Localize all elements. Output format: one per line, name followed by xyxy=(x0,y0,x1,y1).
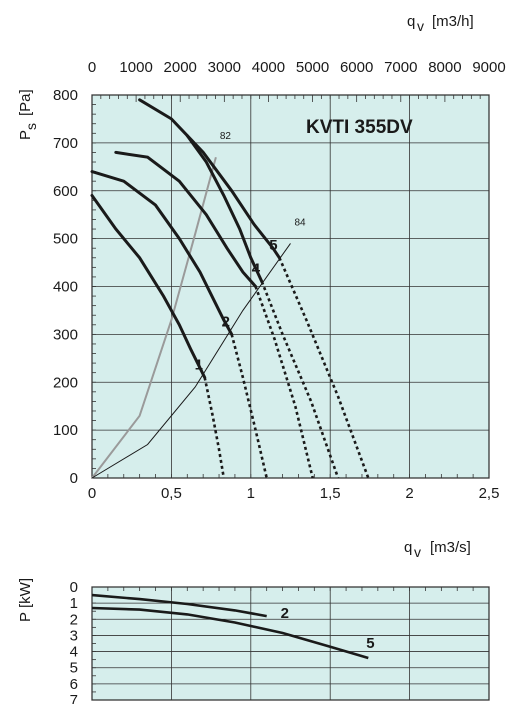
x2-tick-label: 0 xyxy=(88,59,96,76)
x2-tick-label: 2000 xyxy=(164,59,197,76)
fan-curve-3 xyxy=(114,150,258,288)
x2-tick-labels: 0 1000 2000 3000 4000 5000 6000 7000 8000 9000 xyxy=(88,59,506,76)
x-tick-label: 2 xyxy=(405,485,413,502)
top-axis-subscript: v xyxy=(417,18,424,34)
power-y-tick-label: 5 xyxy=(70,660,78,677)
x2-tick-label: 1000 xyxy=(119,59,152,76)
y-tick-label: 600 xyxy=(53,183,78,200)
x-tick-label: 0,5 xyxy=(161,485,182,502)
fan-curve-extension-5 xyxy=(278,257,370,479)
x-tick-label: 0 xyxy=(88,485,96,502)
y-tick-label: 800 xyxy=(53,87,78,104)
fan-curve-extension-4 xyxy=(260,281,340,479)
x2-tick-label: 5000 xyxy=(296,59,329,76)
fan-curve-extension-3 xyxy=(254,286,314,479)
x-axis-unit: [m3/s] xyxy=(430,539,471,556)
top-y-axis-label: P s [Pa] xyxy=(17,89,39,140)
power-axis-unit: [kW] xyxy=(17,578,34,608)
x2-tick-label: 4000 xyxy=(252,59,285,76)
x2-tick-label: 6000 xyxy=(340,59,373,76)
y-tick-label: 700 xyxy=(53,135,78,152)
power-y-tick-label: 6 xyxy=(70,676,78,693)
fan-curve-label: 1 xyxy=(195,356,203,373)
power-y-tick-label: 3 xyxy=(70,627,78,644)
top-axis-symbol: q xyxy=(407,13,415,30)
y-axis-symbol: P xyxy=(17,130,34,140)
power-y-tick-label: 1 xyxy=(70,595,78,612)
fan-curves: 1 2 45 xyxy=(90,98,370,479)
y-tick-label: 300 xyxy=(53,326,78,343)
fan-curve-5 xyxy=(138,98,281,260)
x-tick-labels: 0 0,5 1 1,5 2 2,5 xyxy=(88,485,500,502)
power-y-tick-label: 0 xyxy=(70,579,78,596)
fan-curve-label: 4 xyxy=(252,261,261,278)
y-axis-unit: [Pa] xyxy=(17,89,34,116)
fan-curve-extension-1 xyxy=(203,377,226,479)
power-curve-label: 2 xyxy=(281,605,289,622)
y-tick-label: 200 xyxy=(53,374,78,391)
y-tick-label: 500 xyxy=(53,231,78,248)
top-minor-ticks xyxy=(91,94,490,479)
x-tick-label: 2,5 xyxy=(479,485,500,502)
power-plot-background xyxy=(91,586,490,701)
fan-curve-label: 2 xyxy=(222,313,230,330)
x-axis-subscript: v xyxy=(414,544,421,560)
x-tick-label: 1 xyxy=(247,485,255,502)
fan-curve-2 xyxy=(90,170,234,336)
power-minor-ticks xyxy=(91,586,490,701)
efficiency-label: 82 xyxy=(220,131,232,142)
power-curve-label: 5 xyxy=(366,635,374,652)
power-axis-symbol: P xyxy=(17,612,34,622)
x-axis-symbol: q xyxy=(404,539,412,556)
fan-curve-4 xyxy=(185,134,264,284)
power-y-tick-label: 2 xyxy=(70,611,78,628)
power-curve-2 xyxy=(91,593,267,618)
top-axis-label: q v [m3/h] xyxy=(407,13,474,34)
power-curve-5 xyxy=(91,606,369,660)
power-curves: 25 xyxy=(91,593,375,660)
fan-curve-label: 5 xyxy=(269,237,277,254)
bottom-axis-label: q v [m3/s] xyxy=(404,539,471,560)
efficiency-line-84 xyxy=(91,243,291,479)
y-tick-label: 400 xyxy=(53,279,78,296)
fan-curve-1 xyxy=(90,194,207,379)
y-tick-label: 0 xyxy=(70,470,78,487)
x2-tick-label: 7000 xyxy=(384,59,417,76)
efficiency-label: 84 xyxy=(295,217,307,228)
top-axis-unit: [m3/h] xyxy=(432,13,474,30)
power-y-tick-label: 4 xyxy=(70,644,78,661)
power-y-axis-label: P [kW] xyxy=(17,578,34,622)
y-axis-subscript: s xyxy=(23,123,39,130)
top-grid xyxy=(91,94,490,479)
y-tick-label: 100 xyxy=(53,422,78,439)
y-tick-labels: 0 100 200 300 400 500 600 700 800 xyxy=(53,87,78,487)
x2-tick-label: 9000 xyxy=(472,59,505,76)
chart-title: KVTI 355DV xyxy=(306,117,413,138)
x-tick-label: 1,5 xyxy=(320,485,341,502)
x2-tick-label: 3000 xyxy=(208,59,241,76)
power-y-tick-label: 7 xyxy=(70,692,78,704)
x2-tick-label: 8000 xyxy=(428,59,461,76)
